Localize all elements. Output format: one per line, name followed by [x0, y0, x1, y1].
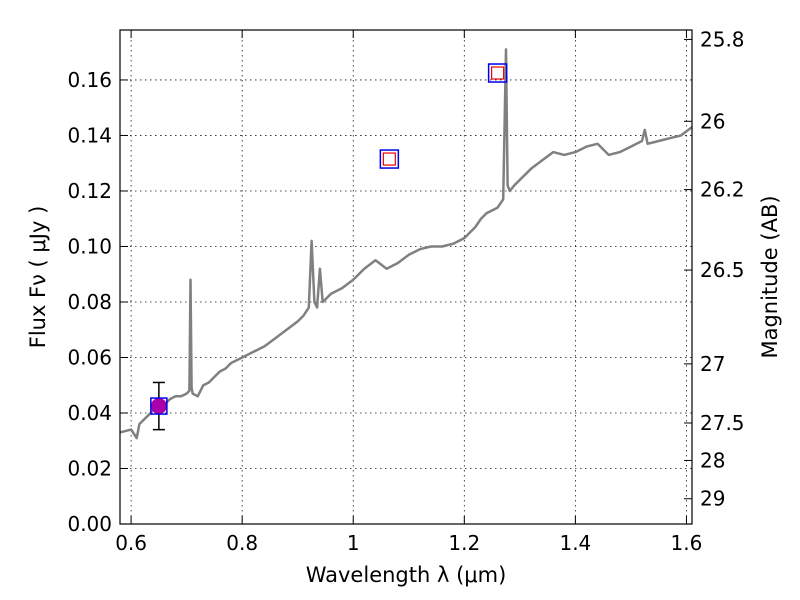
y-tick-label: 0.04: [67, 401, 112, 425]
ticks-layer: [120, 30, 692, 525]
markers-layer: [150, 63, 508, 431]
right-tick-label: 26: [700, 109, 725, 133]
right-tick-label: 28: [700, 448, 725, 472]
y-tick-label: 0.10: [67, 234, 112, 258]
plot-frame: [119, 29, 693, 525]
x-tick-label: 0.6: [115, 531, 147, 555]
x-tick-label: 0.8: [226, 531, 258, 555]
model-point-inner: [382, 152, 396, 166]
model-point-outer: [379, 149, 400, 169]
model-point-outer: [487, 63, 508, 83]
y-tick-label: 0.02: [67, 456, 112, 480]
model-point-inner: [491, 66, 505, 80]
photometry-point: [150, 398, 167, 415]
photometry-box: [150, 397, 168, 415]
series-layer: [119, 48, 693, 440]
y-tick-label: 0.00: [67, 512, 112, 536]
right-tick-label: 26.5: [700, 258, 745, 282]
right-tick-label: 27: [700, 352, 725, 376]
x-tick-label: 1: [347, 531, 360, 555]
y-tick-label: 0.08: [67, 290, 112, 314]
right-tick-label: 26.2: [700, 178, 745, 202]
x-axis-label: Wavelength λ (μm): [306, 563, 507, 587]
tick-labels-layer: 0.6 0.8 1 1.2 1.4 1.6 0.00 0.02 0.04 0.06 0.08 0.10…: [67, 27, 744, 555]
right-tick-label: 29: [700, 487, 725, 511]
y-tick-label: 0.06: [67, 345, 112, 369]
x-tick-label: 1.6: [671, 531, 703, 555]
grid-lines: [120, 30, 692, 524]
y-tick-label: 0.12: [67, 179, 112, 203]
right-axis-label: Magnitude (AB): [758, 195, 782, 358]
y-tick-label: 0.16: [67, 68, 112, 92]
spectrum-line: [119, 48, 693, 440]
x-tick-label: 1.2: [448, 531, 480, 555]
y-tick-label: 0.14: [67, 123, 112, 147]
right-tick-label: 27.5: [700, 411, 745, 435]
x-tick-label: 1.4: [559, 531, 591, 555]
right-tick-label: 25.8: [700, 27, 745, 51]
y-axis-label: Flux Fν ( μJy ): [26, 206, 50, 349]
